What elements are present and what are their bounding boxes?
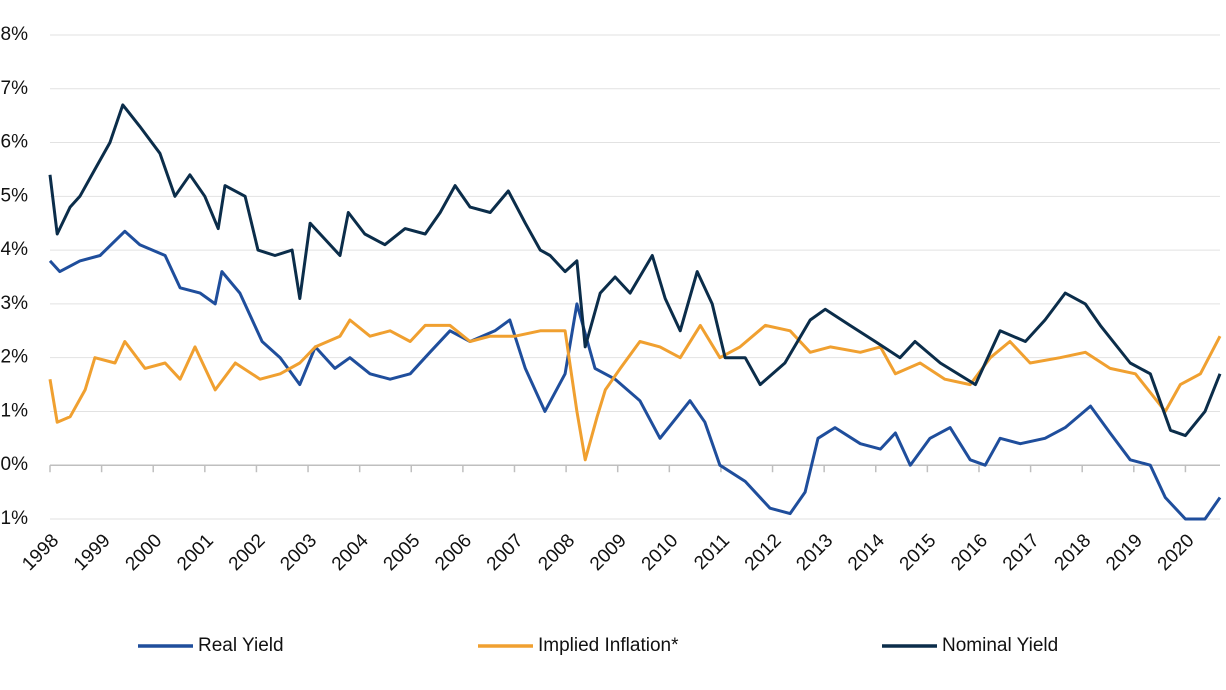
x-tick-label: 2010	[638, 530, 683, 575]
x-tick-label: 2006	[431, 530, 476, 575]
x-tick-label: 2015	[896, 530, 941, 575]
y-tick-label: 4%	[1, 239, 29, 260]
x-tick-label: 2020	[1154, 530, 1199, 575]
x-tick-label: 2005	[380, 530, 425, 575]
series-line	[48, 103, 1222, 438]
x-tick-label: 2019	[1102, 530, 1147, 575]
x-tick-label: 2000	[122, 530, 167, 575]
series-line	[48, 318, 1222, 462]
y-tick-label: 3%	[1, 293, 29, 314]
x-tick-label: 2017	[999, 530, 1044, 575]
x-tick-label: 2008	[534, 530, 579, 575]
y-tick-label: 1%	[1, 400, 29, 421]
y-tick-label: -1%	[0, 508, 28, 529]
y-tick-label: 0%	[1, 454, 29, 475]
y-tick-label: 5%	[1, 185, 29, 206]
y-tick-label: 7%	[1, 78, 29, 99]
y-tick-label: 6%	[1, 132, 29, 153]
x-tick-label: 2003	[276, 530, 321, 575]
x-tick-label: 2001	[173, 530, 218, 575]
x-tick-label: 2002	[225, 530, 270, 575]
x-tick-label: 2013	[792, 530, 837, 575]
x-tick-label: 2016	[947, 530, 992, 575]
x-tick-label: 1999	[70, 530, 115, 575]
x-tick-label: 2018	[1051, 530, 1096, 575]
x-tick-label: 2004	[328, 530, 373, 575]
x-tick-label: 2012	[741, 530, 786, 575]
x-tick-label: 1998	[18, 530, 63, 575]
legend-label: Implied Inflation*	[538, 635, 679, 656]
y-tick-label: 2%	[1, 347, 29, 368]
x-tick-label: 2009	[586, 530, 631, 575]
x-tick-label: 2014	[844, 530, 889, 575]
series-line	[48, 229, 1222, 521]
y-tick-label: 8%	[1, 24, 29, 45]
legend-label: Real Yield	[198, 635, 284, 656]
x-tick-label: 2011	[690, 530, 734, 574]
x-tick-label: 2007	[483, 530, 528, 575]
legend-label: Nominal Yield	[942, 635, 1058, 656]
